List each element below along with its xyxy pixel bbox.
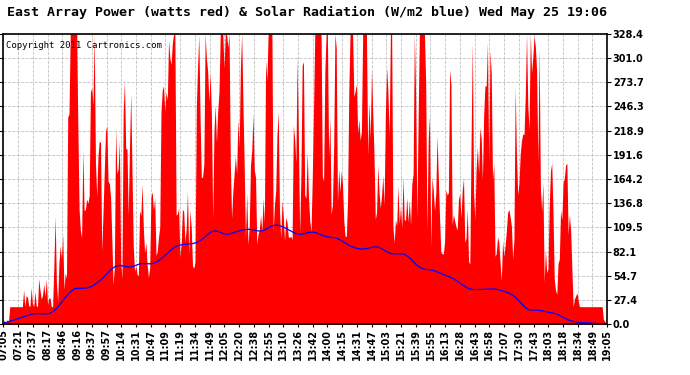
Text: Copyright 2011 Cartronics.com: Copyright 2011 Cartronics.com: [6, 41, 162, 50]
Text: East Array Power (watts red) & Solar Radiation (W/m2 blue) Wed May 25 19:06: East Array Power (watts red) & Solar Rad…: [7, 6, 607, 19]
